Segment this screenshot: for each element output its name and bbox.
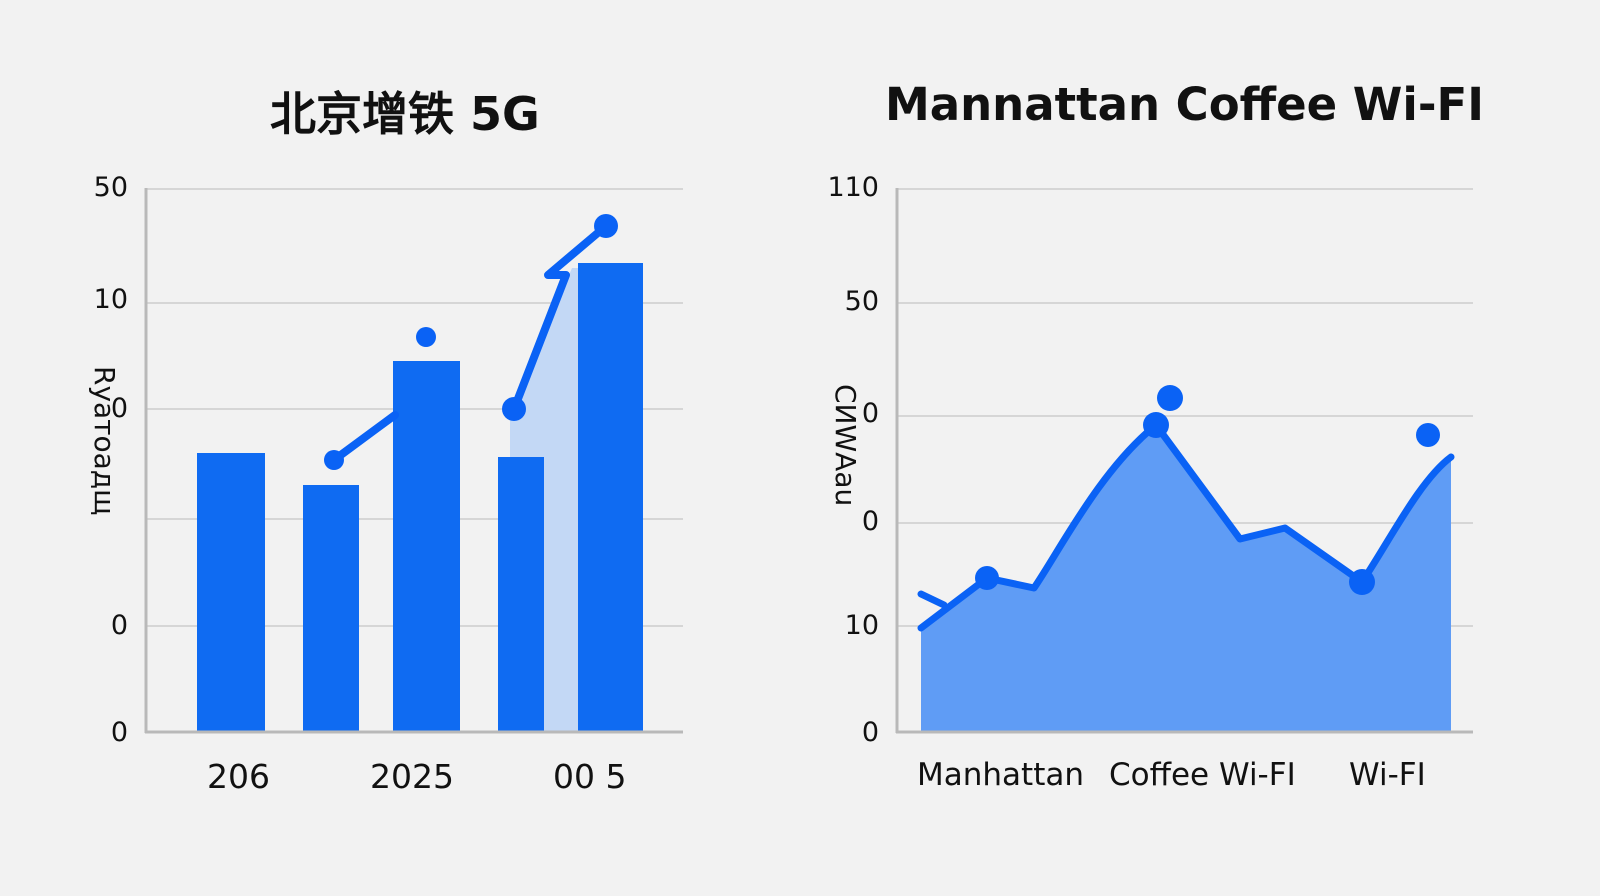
right-ytick: 0	[861, 717, 879, 748]
right-axes	[895, 188, 1473, 734]
right-ytick: 10	[844, 610, 879, 641]
right-xtick: Manhattan	[917, 757, 1084, 793]
right-ytick: 0	[861, 398, 879, 429]
right-area-fill	[921, 425, 1451, 731]
left-line-markers	[324, 214, 618, 470]
left-chart-title: 北京增铁 5G	[270, 87, 540, 141]
left-ytick: 0	[110, 393, 128, 424]
right-xtick: Coffee Wi-FI	[1109, 757, 1296, 793]
left-ytick: 0	[110, 610, 128, 641]
bar-4[interactable]	[498, 457, 544, 731]
left-ytick: 50	[93, 172, 128, 203]
left-line-series	[330, 222, 610, 464]
right-ylabel: СИWАаu	[829, 384, 862, 507]
left-axes	[144, 188, 683, 734]
left-bars	[197, 263, 643, 731]
bar-1[interactable]	[197, 453, 265, 731]
bar-2[interactable]	[303, 485, 359, 731]
bar-3[interactable]	[393, 361, 460, 731]
left-xtick: 00 5	[553, 757, 627, 796]
right-markers	[975, 385, 1440, 595]
right-ytick: 110	[827, 172, 879, 203]
left-ytick: 10	[93, 284, 128, 315]
right-area-stub	[917, 590, 948, 609]
left-xtick: 206	[207, 757, 270, 796]
right-chart-title: Mannattan Coffee Wi-FI	[885, 78, 1484, 131]
right-ytick: 0	[861, 506, 879, 537]
left-ylabel: Rуатоадщ	[88, 366, 121, 516]
left-ytick: 0	[110, 717, 128, 748]
left-xtick: 2025	[370, 757, 454, 796]
right-xtick: Wi-FI	[1349, 757, 1426, 793]
right-ytick: 50	[844, 286, 879, 317]
bar-5[interactable]	[578, 263, 643, 731]
